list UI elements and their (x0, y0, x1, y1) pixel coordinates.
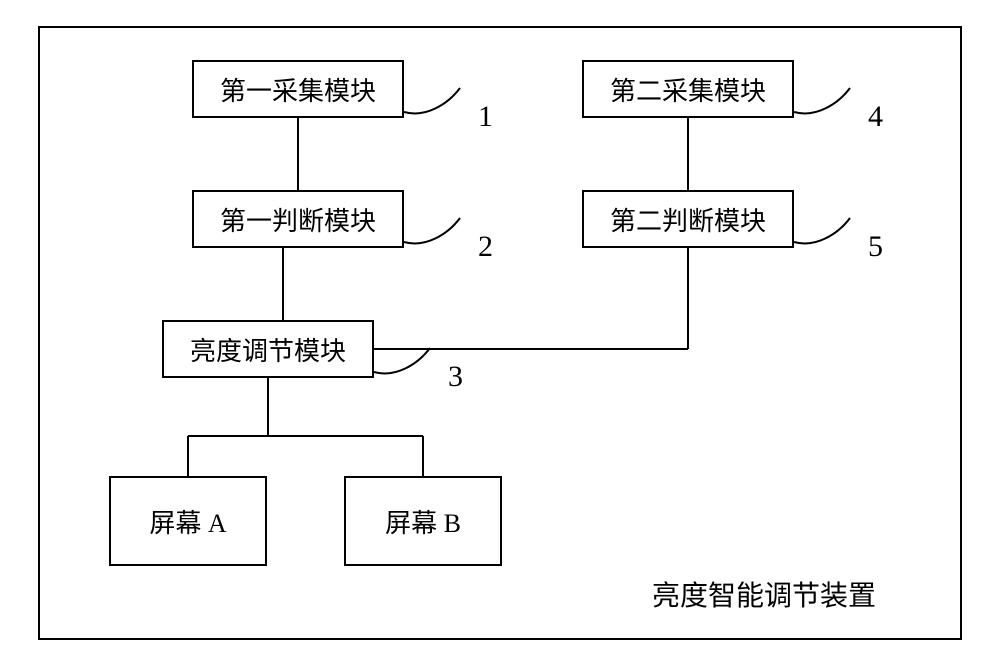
node-sB-label: 屏幕 B (385, 503, 461, 540)
node-sA: 屏幕 A (109, 476, 267, 566)
node-sB: 屏幕 B (344, 476, 502, 566)
diagram-canvas: 第一采集模块第一判断模块亮度调节模块屏幕 A 屏幕 B 第二采集模块第二判断模块 1 2… (0, 0, 1000, 667)
node-sA-label: 屏幕 A (149, 503, 226, 540)
node-n2-label: 第一判断模块 (220, 201, 376, 238)
node-n3: 亮度调节模块 (162, 320, 374, 378)
node-n5: 第二判断模块 (582, 190, 794, 248)
node-n5-label: 第二判断模块 (610, 201, 766, 238)
node-n1-label: 第一采集模块 (220, 71, 376, 108)
node-n4-label: 第二采集模块 (610, 71, 766, 108)
callout-c5-number: 5 (868, 230, 883, 264)
node-n1: 第一采集模块 (192, 60, 404, 118)
node-n4: 第二采集模块 (582, 60, 794, 118)
callout-c3-number: 3 (448, 360, 463, 394)
node-n2: 第一判断模块 (192, 190, 404, 248)
node-n3-label: 亮度调节模块 (190, 331, 346, 368)
callout-c1-number: 1 (478, 100, 493, 134)
callout-c4-number: 4 (868, 100, 883, 134)
diagram-caption: 亮度智能调节装置 (652, 574, 876, 614)
callout-c2-number: 2 (478, 230, 493, 264)
